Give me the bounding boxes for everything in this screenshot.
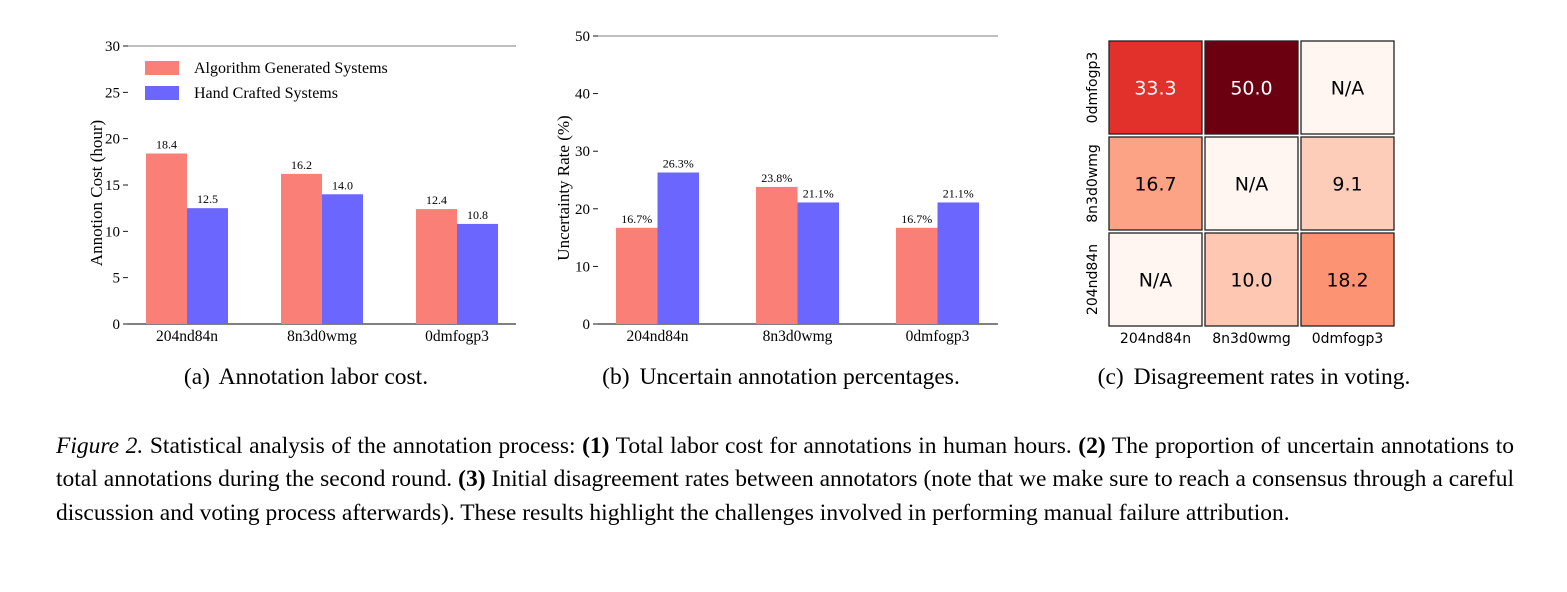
bar-value-label: 12.5 — [197, 192, 218, 206]
heatmap-y-label: 8n3d0wmg — [1085, 144, 1101, 222]
bar — [457, 223, 498, 324]
bar — [416, 209, 457, 324]
bar-value-label: 26.3% — [663, 157, 694, 171]
heatmap-cell — [1204, 136, 1299, 231]
figure-caption-part2: The proportion of uncertain annotations … — [56, 433, 1515, 493]
heatmap-cell — [1300, 232, 1395, 327]
heatmap-y-label: 204nd84n — [1085, 244, 1101, 315]
heatmap-cell-value: 18.2 — [1326, 270, 1368, 292]
y-tick-label: 10 — [575, 259, 590, 275]
heatmap-cell-value: N/A — [1235, 174, 1269, 196]
y-tick-label: 20 — [575, 202, 590, 218]
y-tick-label: 15 — [105, 178, 120, 194]
heatmap-cell-value: 33.3 — [1134, 78, 1176, 100]
bar — [797, 202, 839, 324]
heatmap-cell — [1108, 232, 1203, 327]
x-tick-label: 0dmfogp3 — [906, 328, 970, 345]
subfigure-caption-text: Uncertain annotation percentages. — [639, 364, 959, 390]
subfigure-caption-text: Annotation labor cost. — [219, 364, 429, 390]
legend-swatch — [145, 86, 179, 100]
figure-caption: Figure 2. Statistical analysis of the an… — [56, 430, 1514, 530]
subfigure-caption-tag: (a) — [184, 364, 215, 390]
disagreement-heatmap: 33.3 50.0 N/A 16.7 N/A 9.1 N/A 10.0 18.2 204nd84n… — [1085, 40, 1395, 347]
heatmap-cell — [1204, 232, 1299, 327]
x-tick-label: 204nd84n — [627, 328, 689, 345]
subfigure-caption-text: Disagreement rates in voting. — [1134, 364, 1411, 390]
labor-cost-chart: 0 5 10 15 20 25 30 Annotion Cost (hour) 204nd84n… — [87, 39, 516, 345]
subfigure-caption: (c) Disagreement rates in voting. — [1098, 364, 1411, 390]
figure-caption-part3-number: (3) — [458, 466, 486, 493]
bar-value-label: 21.1% — [943, 186, 974, 200]
y-tick-label: 30 — [575, 144, 590, 160]
heatmap-cell — [1300, 40, 1395, 135]
heatmap-cell-value: 16.7 — [1134, 174, 1176, 196]
heatmap-cell-value: N/A — [1331, 78, 1365, 100]
bar — [657, 172, 699, 324]
heatmap-cell-value: 50.0 — [1230, 78, 1272, 100]
bar-value-label: 16.7% — [621, 212, 652, 226]
bar — [322, 194, 363, 324]
y-tick-label: 25 — [105, 85, 120, 101]
y-tick-label: 40 — [575, 87, 590, 103]
x-tick-label: 204nd84n — [156, 328, 218, 345]
subfigure-caption-tag: (b) — [602, 364, 635, 390]
y-axis-label: Uncertainty Rate (%) — [554, 115, 573, 260]
bar — [896, 227, 938, 324]
y-tick-label: 50 — [575, 29, 590, 45]
legend-swatch — [145, 61, 179, 75]
bar-value-label: 10.8 — [467, 208, 488, 222]
subfigure-caption: (a) Annotation labor cost. — [184, 364, 428, 390]
y-tick-label: 30 — [105, 39, 120, 55]
figure-caption-part2-number: (2) — [1078, 433, 1106, 459]
bar-value-label: 16.7% — [901, 212, 932, 226]
x-tick-label: 0dmfogp3 — [425, 328, 489, 345]
bar — [281, 173, 322, 324]
y-tick-label: 10 — [105, 224, 120, 240]
y-axis-label: Annotion Cost (hour) — [87, 120, 106, 266]
bar-value-label: 12.4 — [426, 193, 447, 207]
bar — [756, 186, 798, 324]
figure-caption-label: Figure 2. — [56, 433, 144, 459]
heatmap-cell-value: N/A — [1139, 270, 1173, 292]
heatmap-x-label: 8n3d0wmg — [1212, 331, 1290, 347]
heatmap-y-label: 0dmfogp3 — [1085, 52, 1101, 124]
figure-caption-part1-number: (1) — [582, 433, 610, 459]
heatmap-cell — [1108, 136, 1203, 231]
figure-caption-part1: Total labor cost for annotations in huma… — [615, 433, 1072, 459]
uncertainty-rate-chart: 0 10 20 30 40 50 Uncertainty Rate (%) 204nd84n 1… — [554, 29, 998, 345]
bar — [616, 227, 658, 324]
legend-label: Hand Crafted Systems — [194, 85, 338, 102]
bar — [146, 153, 187, 324]
y-tick-label: 20 — [105, 132, 120, 148]
heatmap-cell — [1300, 136, 1395, 231]
heatmap-x-label: 204nd84n — [1120, 331, 1191, 347]
heatmap-cell — [1204, 40, 1299, 135]
bar-value-label: 14.0 — [332, 178, 353, 192]
y-tick-label: 0 — [113, 317, 121, 333]
legend-label: Algorithm Generated Systems — [194, 60, 388, 77]
bar-value-label: 23.8% — [761, 171, 792, 185]
subfigure-caption: (b) Uncertain annotation percentages. — [602, 364, 960, 390]
bar — [937, 202, 979, 324]
bar-value-label: 21.1% — [803, 186, 834, 200]
subfigure-caption-tag: (c) — [1098, 364, 1130, 390]
y-tick-label: 5 — [113, 271, 121, 287]
figure-caption-intro: Statistical analysis of the annotation p… — [149, 433, 576, 459]
bar-value-label: 18.4 — [156, 137, 177, 151]
heatmap-cell-value: 9.1 — [1332, 174, 1362, 196]
y-tick-label: 0 — [583, 317, 591, 333]
bar-value-label: 16.2 — [291, 158, 312, 172]
x-tick-label: 8n3d0wmg — [763, 328, 833, 345]
bar — [187, 208, 228, 324]
subfigure-captions: (a) Annotation labor cost. (b) Uncertain … — [184, 364, 1410, 390]
x-tick-label: 8n3d0wmg — [287, 328, 357, 345]
heatmap-cell-value: 10.0 — [1230, 270, 1272, 292]
heatmap-cell — [1108, 40, 1203, 135]
heatmap-x-label: 0dmfogp3 — [1312, 331, 1384, 347]
figure-caption-part3: Initial disagreement rates between annot… — [56, 466, 1515, 526]
